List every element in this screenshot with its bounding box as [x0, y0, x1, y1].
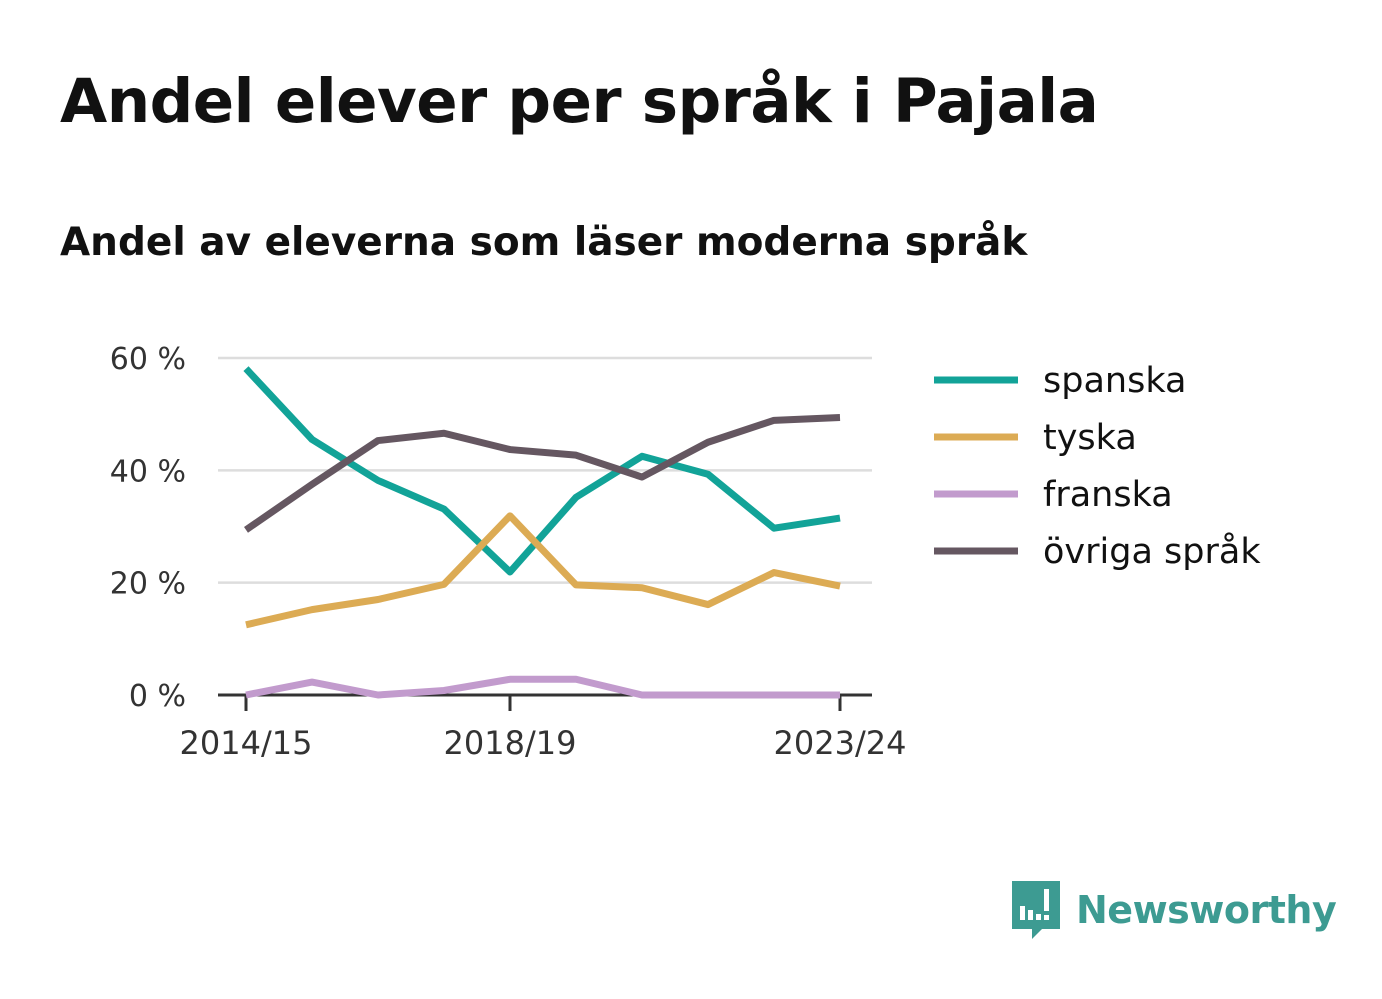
brand-name: Newsworthy: [1076, 888, 1337, 932]
newsworthy-brand: Newsworthy: [1010, 878, 1337, 942]
series-line-övriga-språk: [244, 414, 841, 533]
x-tick-label: 2014/15: [180, 724, 313, 762]
chart-title: Andel elever per språk i Pajala: [60, 66, 1099, 137]
legend: spanska tyska franska övriga språk: [934, 361, 1261, 572]
y-tick-label: 0 %: [129, 679, 186, 714]
axes: 0 % 20 % 40 % 60 % 2014/15 2018/19 2023/24: [110, 342, 907, 762]
series-lines: [243, 366, 841, 699]
chart-subtitle: Andel av eleverna som läser moderna språ…: [60, 220, 1028, 265]
newsworthy-logo-icon: [1012, 881, 1060, 939]
y-tick-label: 60 %: [110, 342, 186, 377]
y-tick-label: 20 %: [110, 567, 186, 602]
series-line-franska: [245, 675, 840, 699]
y-tick-label: 40 %: [110, 454, 186, 489]
series-line-tyska: [245, 512, 841, 629]
legend-label: franska: [1043, 475, 1173, 515]
x-tick-label: 2023/24: [774, 724, 907, 762]
legend-label: tyska: [1043, 418, 1137, 458]
legend-label: spanska: [1043, 361, 1186, 401]
x-tick-label: 2018/19: [444, 724, 577, 762]
legend-label: övriga språk: [1043, 531, 1261, 572]
